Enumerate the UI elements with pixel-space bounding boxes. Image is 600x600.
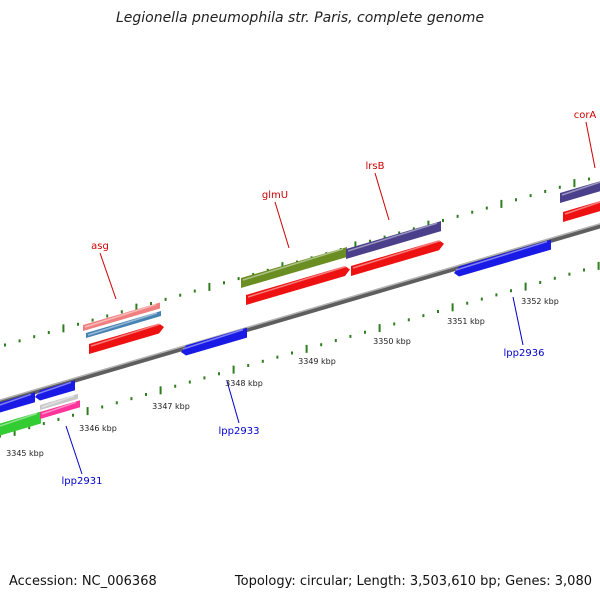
feature-left-grey — [40, 393, 78, 410]
feature-lpp2933-blue-highlight — [182, 328, 244, 350]
feature-left-pink-highlight — [41, 401, 77, 415]
lrsB-pointer — [374, 172, 390, 221]
scale-label: 3346 kbp — [79, 424, 117, 433]
scale-label: 3351 kbp — [447, 317, 485, 326]
gene-label-lrsB: lrsB — [366, 161, 385, 172]
gene-label-lpp2933: lpp2933 — [219, 426, 260, 437]
accession-text: Accession: NC_006368 — [9, 574, 157, 589]
genome-backbone — [0, 223, 600, 405]
feature-corA-red-highlight — [564, 201, 600, 215]
feature-corA-purple — [560, 181, 600, 203]
feature-lrsB-purple-highlight — [347, 222, 438, 252]
feature-asg-red — [89, 323, 164, 354]
feature-track — [0, 181, 600, 436]
label-pointers — [65, 121, 596, 475]
feature-corA-purple-highlight — [561, 181, 600, 196]
feature-lpp2936-blue — [454, 239, 551, 277]
feature-lrsB-purple — [346, 221, 441, 259]
feature-left-blue-b-highlight — [0, 393, 32, 406]
feature-lpp2931-blue-a — [35, 380, 75, 401]
scale-label: 3345 kbp — [6, 449, 44, 458]
feature-corA-red — [563, 201, 600, 222]
scale-label: 3348 kbp — [225, 379, 263, 388]
inner-tick-row — [0, 261, 600, 438]
asg-pointer — [99, 252, 117, 300]
feature-left-green — [0, 411, 41, 436]
feature-lpp2936-blue-highlight — [455, 240, 548, 271]
feature-asg-steel — [86, 311, 161, 338]
lpp2931-pointer — [65, 425, 83, 475]
scale-label: 3347 kbp — [152, 402, 190, 411]
feature-glmU-olive-highlight — [242, 248, 344, 281]
scale-label: 3352 kbp — [521, 297, 559, 306]
gene-label-asg: asg — [91, 241, 109, 252]
feature-lrsB-red-highlight — [352, 240, 441, 269]
feature-left-blue-b — [0, 392, 35, 413]
scale-label: 3350 kbp — [373, 337, 411, 346]
scale-label: 3349 kbp — [298, 357, 336, 366]
lpp2933-pointer — [226, 380, 240, 424]
feature-lrsB-red — [351, 240, 444, 276]
feature-glmU-olive — [241, 246, 347, 288]
gene-label-lpp2936: lpp2936 — [504, 348, 545, 359]
glmU-pointer — [274, 201, 290, 249]
corA-pointer — [585, 121, 596, 169]
gene-label-glmU: glmU — [262, 190, 288, 201]
gene-label-corA: corA — [574, 110, 597, 121]
feature-glmU-red-highlight — [247, 265, 347, 298]
feature-left-grey-highlight — [41, 395, 75, 408]
feature-asg-red-highlight — [90, 323, 161, 347]
feature-asg-steel-highlight — [87, 312, 158, 336]
genome-summary-text: Topology: circular; Length: 3,503,610 bp… — [234, 574, 592, 589]
feature-lpp2933-blue — [181, 327, 247, 356]
feature-asg-salmon — [83, 302, 160, 331]
feature-glmU-red — [246, 265, 350, 305]
map-title: Legionella pneumophila str. Paris, compl… — [115, 10, 485, 26]
feature-asg-salmon-highlight — [84, 303, 157, 328]
lpp2936-pointer — [512, 296, 524, 346]
feature-left-pink — [40, 400, 80, 419]
feature-left-green-highlight — [0, 412, 38, 427]
gene-label-lpp2931: lpp2931 — [62, 476, 103, 487]
feature-lpp2931-blue-a-highlight — [36, 381, 72, 395]
